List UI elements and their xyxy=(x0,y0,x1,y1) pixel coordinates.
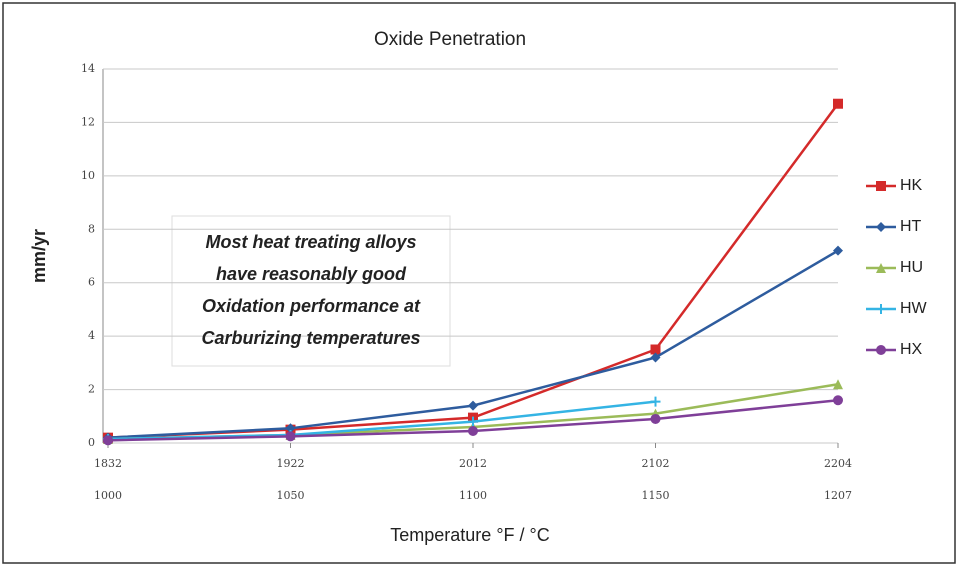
y-tick-label: 2 xyxy=(88,383,95,396)
legend-label: HW xyxy=(900,300,928,317)
legend-marker xyxy=(876,304,886,314)
x-tick-label: 2204 xyxy=(824,457,852,470)
data-point xyxy=(468,400,478,411)
legend-marker xyxy=(876,263,886,273)
x-axis-label: Temperature °F / °C xyxy=(390,525,549,545)
legend-marker xyxy=(876,222,886,232)
y-tick-label: 10 xyxy=(81,169,95,182)
y-axis-label: mm/yr xyxy=(29,229,49,283)
data-point xyxy=(833,379,843,390)
x-secondary-label: 1150 xyxy=(642,489,670,502)
data-point xyxy=(650,396,661,407)
y-tick-label: 6 xyxy=(88,276,95,289)
data-point xyxy=(650,413,661,424)
y-tick-label: 4 xyxy=(88,329,95,342)
x-secondary-label: 1207 xyxy=(824,489,852,502)
data-point xyxy=(285,423,296,434)
data-point xyxy=(650,344,661,355)
y-tick-label: 12 xyxy=(81,115,95,128)
y-tick-label: 0 xyxy=(88,436,95,449)
annotation: Carburizing temperatures xyxy=(201,328,420,348)
data-point xyxy=(285,431,296,442)
legend-marker xyxy=(876,181,886,191)
y-tick-label: 14 xyxy=(81,62,95,75)
annotation-box xyxy=(171,215,451,367)
data-point xyxy=(468,416,478,427)
annotation: have reasonably good xyxy=(216,264,407,284)
data-point xyxy=(650,352,661,363)
series-line xyxy=(107,400,656,441)
y-tick-label: 8 xyxy=(88,222,95,235)
data-point xyxy=(833,245,843,256)
annotation: Oxidation performance at xyxy=(202,296,421,316)
data-point xyxy=(833,395,843,406)
x-tick-label: 2012 xyxy=(459,457,487,470)
x-secondary-label: 1000 xyxy=(94,489,122,502)
legend-label: HK xyxy=(900,177,923,194)
annotation: Most heat treating alloys xyxy=(205,232,416,252)
x-secondary-label: 1100 xyxy=(459,489,487,502)
legend-label: HU xyxy=(900,259,923,276)
chart-title: Oxide Penetration xyxy=(374,29,526,50)
x-secondary-label: 1050 xyxy=(277,489,305,502)
x-tick-label: 2102 xyxy=(642,457,670,470)
legend-label: HX xyxy=(900,341,923,358)
data-point xyxy=(833,98,843,109)
x-tick-label: 1832 xyxy=(94,457,122,470)
legend-label: HT xyxy=(900,218,922,235)
legend-marker xyxy=(876,345,886,355)
x-tick-label: 1922 xyxy=(277,457,305,470)
data-point xyxy=(468,425,478,436)
data-point xyxy=(103,435,113,446)
